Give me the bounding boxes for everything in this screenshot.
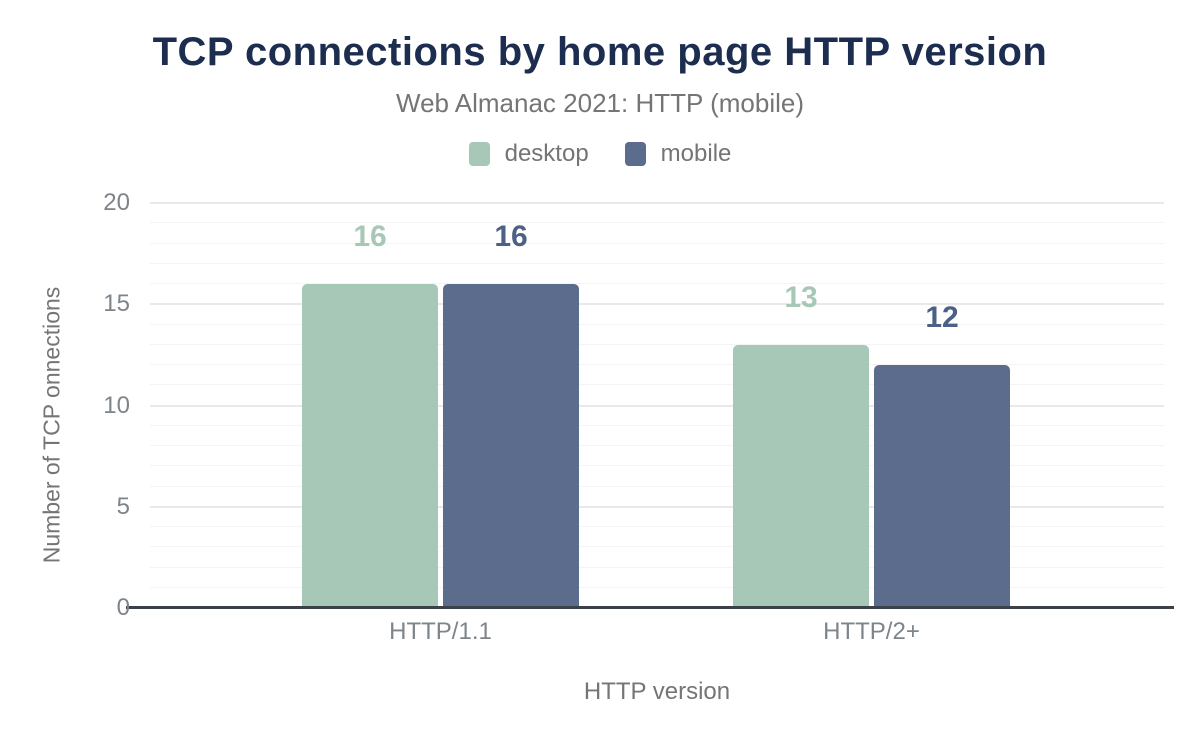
bar-value-label: 12: [925, 301, 959, 334]
minor-gridline: [150, 526, 1164, 527]
x-axis-line: [126, 606, 1174, 609]
y-tick-label: 10: [103, 391, 130, 419]
legend-swatch-mobile: [624, 142, 646, 166]
chart-subtitle: Web Almanac 2021: HTTP (mobile): [396, 88, 804, 118]
x-tick-label: HTTP/1.1: [389, 618, 492, 645]
minor-gridline: [150, 566, 1164, 568]
major-gridline: [150, 303, 1164, 306]
bar-value-label: 16: [353, 220, 387, 253]
legend: desktop mobile: [0, 140, 1200, 168]
bar-value-label: 13: [784, 280, 818, 314]
minor-gridline: [150, 242, 1164, 244]
chart-title: TCP connections by home page HTTP versio…: [152, 30, 1048, 74]
minor-gridline: [150, 586, 1164, 588]
minor-gridline: [150, 262, 1164, 264]
major-gridline: [150, 505, 1164, 508]
bar-mobile-http11: [443, 284, 579, 608]
minor-gridline: [150, 222, 1164, 224]
x-axis-title: HTTP version: [583, 678, 731, 705]
legend-label-mobile: mobile: [660, 140, 732, 167]
minor-gridline: [150, 465, 1164, 467]
minor-gridline: [150, 445, 1164, 446]
legend-label-desktop: desktop: [504, 140, 589, 167]
x-tick-label: HTTP/2+: [823, 618, 920, 645]
minor-gridline: [150, 323, 1164, 325]
minor-gridline: [150, 485, 1164, 487]
minor-gridline: [150, 283, 1164, 284]
y-axis-title: Number of TCP onnections: [38, 286, 65, 564]
minor-gridline: [150, 364, 1164, 365]
bar-value-label: 16: [494, 220, 528, 253]
major-gridline: [150, 202, 1164, 204]
minor-gridline: [150, 384, 1164, 386]
legend-item-mobile: mobile: [624, 140, 732, 168]
bar-desktop-http11: [302, 284, 438, 608]
y-tick-label: 0: [116, 594, 130, 621]
minor-gridline: [150, 343, 1164, 345]
bar-desktop-http2: [733, 344, 869, 608]
y-tick-label: 20: [103, 189, 130, 216]
y-tick-label: 15: [103, 290, 130, 318]
legend-item-desktop: desktop: [468, 140, 589, 168]
legend-swatch-desktop: [468, 142, 490, 166]
plot-area: 16 16 13 12: [150, 202, 1164, 608]
major-gridline: [150, 404, 1164, 407]
minor-gridline: [150, 546, 1164, 548]
y-tick-label: 5: [116, 492, 130, 520]
bar-mobile-http2: [874, 365, 1010, 608]
minor-gridline: [150, 424, 1164, 426]
